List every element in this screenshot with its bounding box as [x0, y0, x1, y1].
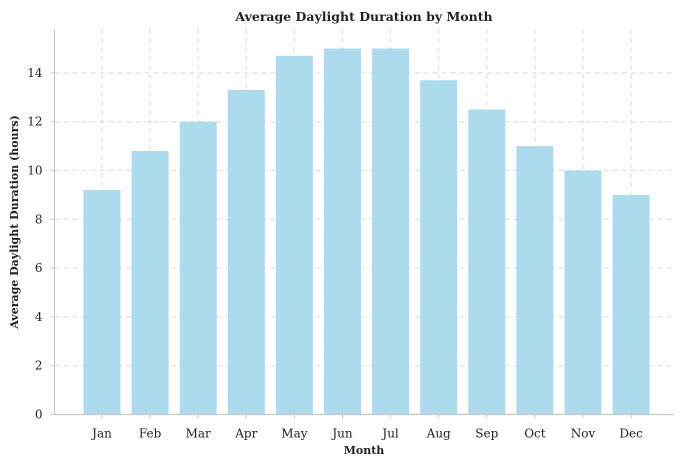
bars: [83, 48, 650, 415]
chart-title: Average Daylight Duration by Month: [234, 9, 492, 24]
y-tick-label: 0: [35, 408, 43, 422]
y-axis-label: Average Daylight Duration (hours): [8, 115, 21, 330]
y-tick-labels: 0 2 4 6 8 10 12 14: [27, 66, 55, 422]
bar-mar: [179, 121, 217, 415]
axes: [53, 29, 674, 416]
y-tick-label: 4: [35, 310, 43, 324]
y-tick-label: 6: [35, 261, 43, 275]
y-tick-label: 8: [35, 212, 43, 226]
bar-jul: [372, 48, 410, 415]
x-axis-label: Month: [344, 444, 385, 457]
y-tick-label: 12: [27, 115, 42, 129]
y-tick-label: 10: [27, 164, 42, 178]
bar-feb: [131, 150, 169, 415]
bar-dec: [612, 194, 650, 415]
x-tick-label: Apr: [234, 427, 257, 441]
bar-nov: [564, 170, 602, 415]
x-tick-label: Jun: [330, 427, 353, 441]
x-tick-label: Feb: [139, 427, 162, 441]
bar-may: [275, 55, 313, 415]
bar-jan: [83, 190, 121, 415]
bar-apr: [227, 89, 265, 415]
x-tick-label: Sep: [475, 427, 498, 441]
bar-jun: [324, 48, 361, 415]
x-tick-labels: Jan Feb Mar Apr May Jun Jul Aug Sep Oct Nov Dec: [90, 414, 643, 441]
bar-sep: [468, 109, 506, 415]
x-tick-label: Mar: [186, 427, 211, 441]
bar-oct: [516, 146, 554, 415]
bar-aug: [420, 80, 458, 415]
x-tick-label: Oct: [524, 427, 546, 441]
x-tick-label: Aug: [426, 427, 451, 441]
x-tick-label: Nov: [571, 427, 596, 441]
x-tick-label: May: [281, 427, 307, 441]
y-tick-label: 14: [27, 66, 43, 80]
y-tick-label: 2: [35, 359, 43, 373]
x-tick-label: Jan: [90, 427, 112, 441]
x-tick-label: Dec: [619, 427, 643, 441]
x-tick-label: Jul: [380, 427, 399, 441]
